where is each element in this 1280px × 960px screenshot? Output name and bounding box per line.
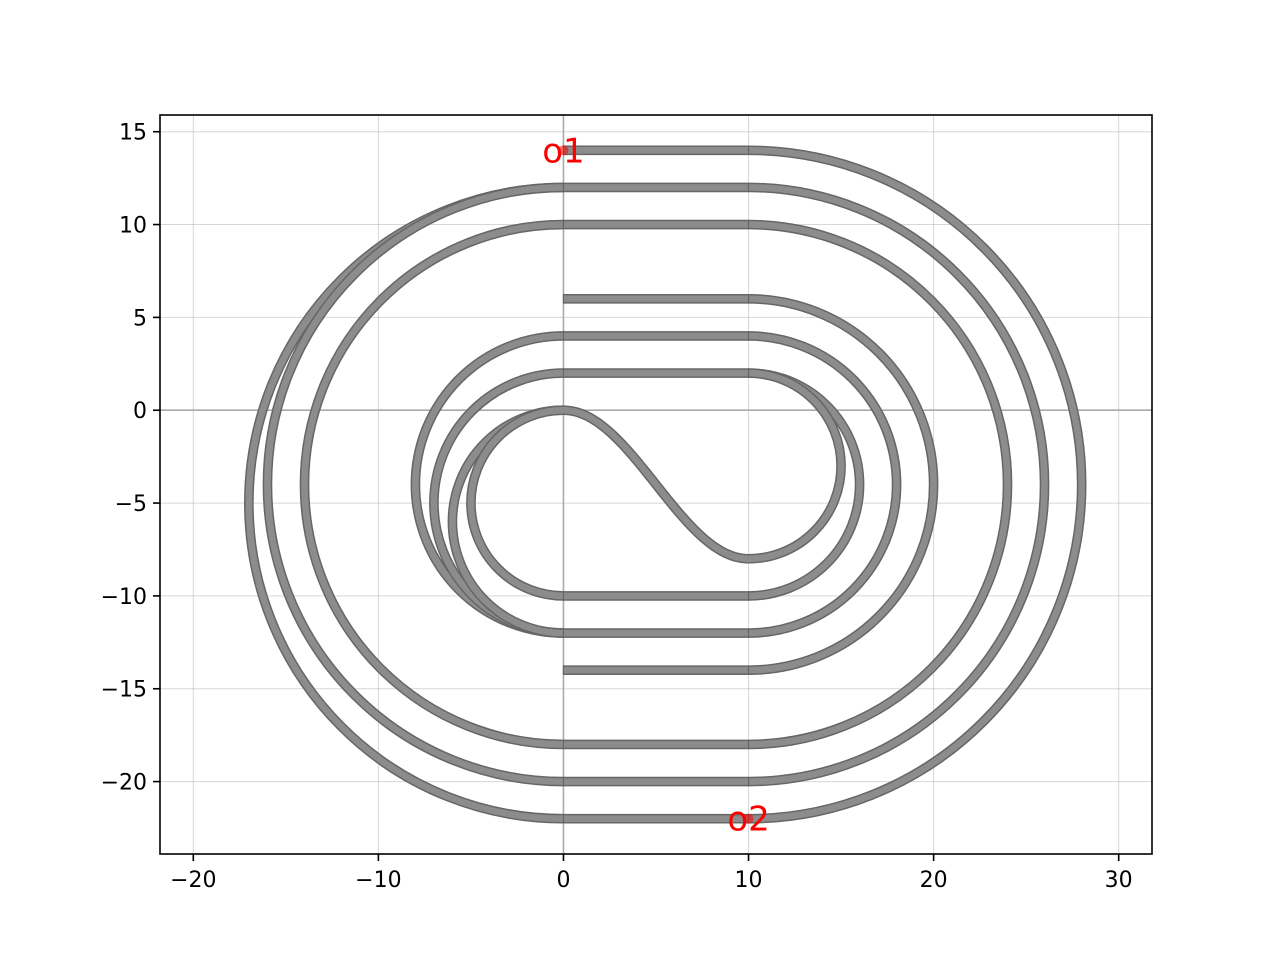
x-tick-label: −10	[355, 868, 401, 893]
waveguide-core	[748, 369, 845, 563]
y-tick-label: 5	[133, 306, 147, 331]
waveguide-core	[264, 184, 564, 785]
waveguide-core	[748, 221, 1011, 748]
waveguide-segment	[466, 405, 564, 601]
waveguide-segment	[563, 405, 749, 564]
x-tick-label: 30	[1105, 868, 1133, 893]
waveguide-segment	[748, 219, 1013, 750]
waveguide-core	[748, 146, 1085, 823]
port-marker	[743, 813, 754, 824]
waveguide-core	[748, 184, 1048, 785]
plot-area: o1 o2 −20 −10 0 10 20 30 15 10 5 0 −5 −10 −15 −20	[101, 114, 1153, 893]
waveguide-segment	[262, 182, 564, 787]
port-label: o2	[727, 800, 769, 840]
y-tick-label: −15	[101, 678, 147, 703]
port-label: o1	[542, 131, 584, 171]
x-tick-label: 20	[920, 868, 948, 893]
waveguide-core	[748, 295, 937, 674]
waveguide-segment	[748, 331, 902, 638]
waveguide-segment	[299, 219, 564, 750]
tick-marks: −20 −10 0 10 20 30 15 10 5 0 −5 −10 −15 −20	[101, 121, 1133, 893]
y-tick-label: −10	[101, 585, 147, 610]
waveguide-segment	[748, 182, 1050, 787]
x-tick-label: 0	[556, 868, 570, 893]
zero-lines	[160, 115, 1152, 854]
axes-frame	[159, 114, 1153, 855]
ports-layer: o1 o2	[542, 131, 770, 839]
waveguide-segment	[748, 294, 939, 675]
waveguide-segment	[748, 145, 1087, 824]
spiral-waveguide	[244, 145, 1087, 824]
waveguide-core	[563, 406, 749, 563]
waveguide-core	[467, 406, 564, 600]
y-tick-label: −20	[101, 771, 147, 796]
waveguide-core	[748, 332, 900, 637]
y-tick-label: 0	[133, 399, 147, 424]
y-tick-label: 15	[119, 121, 147, 146]
y-tick-label: 10	[119, 214, 147, 239]
waveguide-segment	[748, 368, 846, 564]
x-tick-label: −20	[170, 868, 216, 893]
port-marker	[558, 145, 569, 156]
y-tick-label: −5	[115, 492, 147, 517]
waveguide-core	[301, 221, 564, 748]
x-tick-label: 10	[735, 868, 763, 893]
